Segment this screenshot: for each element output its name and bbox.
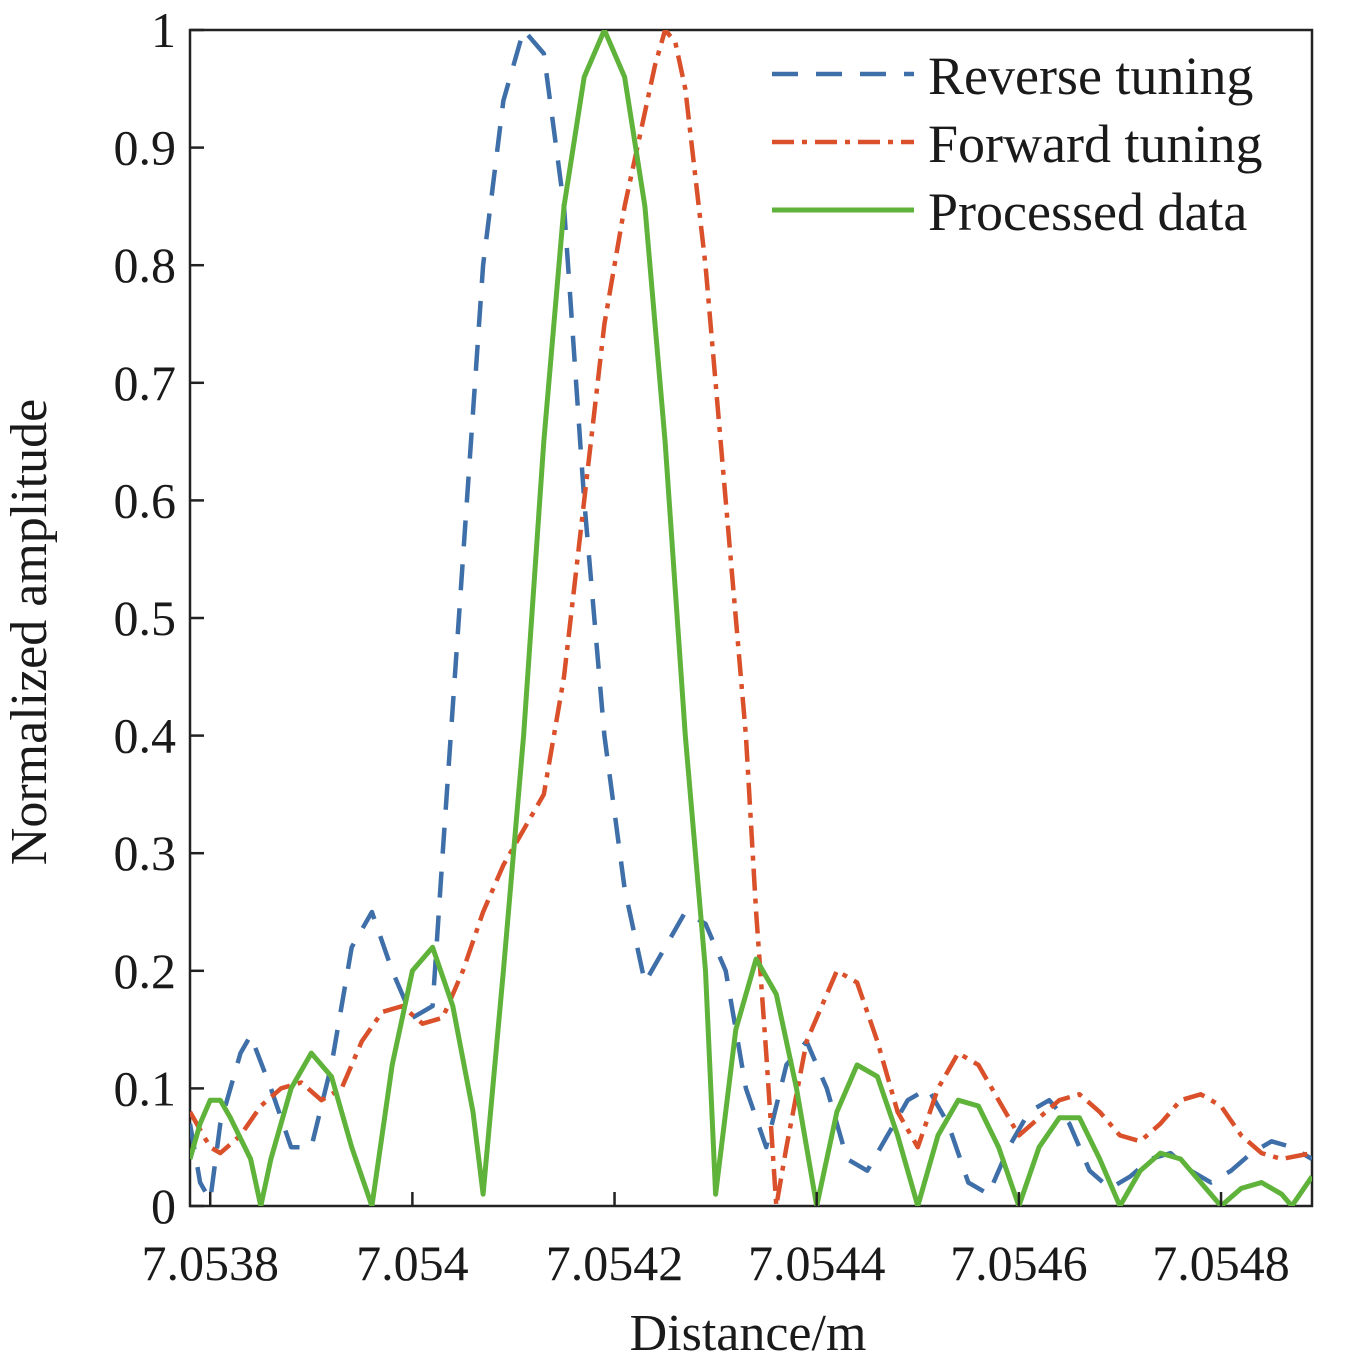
y-tick-label: 0.3 — [114, 825, 177, 881]
y-tick-label: 0.5 — [114, 590, 177, 646]
y-tick-label: 0 — [151, 1178, 176, 1234]
legend: Reverse tuning Forward tuning Processed da… — [772, 46, 1262, 242]
x-tick-label: 7.0538 — [141, 1235, 279, 1291]
legend-label-forward-tuning: Forward tuning — [928, 114, 1262, 174]
x-tick-label: 7.054 — [356, 1235, 469, 1291]
y-tick-label: 0.2 — [114, 943, 177, 999]
series-line-forward-tuning — [190, 30, 1312, 1206]
legend-label-processed-data: Processed data — [928, 182, 1247, 242]
y-axis: 0 0.1 0.2 0.3 0.4 0.5 0.6 0.7 0.8 0.9 1 — [114, 2, 204, 1234]
y-tick-label: 0.8 — [114, 237, 177, 293]
y-tick-label: 0.4 — [114, 708, 177, 764]
plot-area — [188, 28, 1314, 1208]
y-tick-label: 0.7 — [114, 355, 177, 411]
x-tick-label: 7.0544 — [748, 1235, 886, 1291]
y-tick-label: 0.1 — [114, 1060, 177, 1116]
y-tick-label: 1 — [151, 2, 176, 58]
x-axis-title: Distance/m — [630, 1305, 867, 1359]
y-tick-label: 0.9 — [114, 120, 177, 176]
legend-label-reverse-tuning: Reverse tuning — [928, 46, 1253, 106]
x-tick-label: 7.0548 — [1152, 1235, 1290, 1291]
y-tick-label: 0.6 — [114, 472, 177, 528]
y-axis-title: Normalized amplitude — [1, 399, 58, 865]
series-line-reverse-tuning — [190, 30, 1312, 1203]
x-tick-label: 7.0542 — [546, 1235, 684, 1291]
x-tick-label: 7.0546 — [950, 1235, 1088, 1291]
x-axis: 7.0538 7.054 7.0542 7.0544 7.0546 7.0548 — [141, 1192, 1290, 1291]
series-line-processed-data — [190, 30, 1312, 1206]
